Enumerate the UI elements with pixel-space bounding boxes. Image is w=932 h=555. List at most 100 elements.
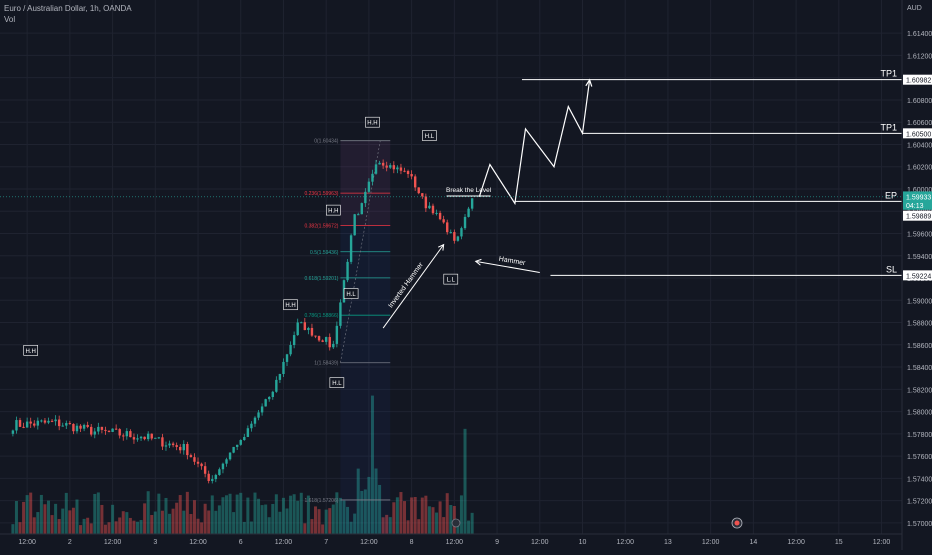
volume-bar [435, 512, 439, 534]
annotation-ll[interactable]: L.L [443, 273, 459, 285]
time-tick-label: 8 [410, 539, 414, 546]
hammer-arrowhead [474, 258, 482, 266]
volume-bar [182, 510, 186, 534]
hammer-arrow[interactable] [475, 260, 540, 273]
annotation-text: H.L [332, 381, 342, 387]
level-label-tp1: TP1 [880, 122, 897, 132]
volume-bar [271, 503, 275, 534]
volume-bar [32, 517, 36, 534]
volume-bar [449, 504, 453, 534]
volume-bar [285, 508, 289, 534]
fibonacci-retracement[interactable]: 0(1.60434) 0.236(1.59963) 0.382(1.59672) 0.… [304, 139, 391, 534]
candle-body [118, 429, 121, 436]
inverted-hammer-arrow[interactable] [382, 244, 445, 329]
volume-bar [385, 514, 389, 534]
replay-icon[interactable] [451, 518, 461, 528]
price-tag-text: 1.60500 [906, 131, 931, 138]
fib-zone-extension [340, 362, 391, 534]
volume-bar [296, 500, 300, 534]
candle-body [171, 443, 175, 446]
volume-bar [232, 512, 236, 534]
projection-path[interactable] [478, 79, 591, 206]
candle-body [200, 463, 203, 467]
volume-bar [459, 495, 463, 534]
price-tag [903, 74, 932, 85]
volume-bar [57, 519, 61, 534]
candle-body [225, 459, 228, 464]
volume-bar [317, 509, 321, 534]
candle-body [189, 455, 193, 458]
volume-bar [381, 517, 385, 534]
candle-body [214, 474, 218, 480]
volume-bar [413, 496, 417, 534]
annotation-hh[interactable]: H.H [283, 299, 298, 311]
candle-body [93, 431, 96, 435]
fib-level-label: 0.5(1.59436) [310, 250, 339, 256]
candle-body [324, 337, 328, 342]
price-tick-label: 1.59000 [907, 298, 932, 305]
time-tick-label: 9 [495, 539, 499, 546]
candle-body [357, 214, 360, 216]
volume-bar [185, 491, 189, 534]
candle-body [268, 397, 271, 400]
time-tick-label: 10 [579, 539, 587, 546]
volume-indicator-label[interactable]: Vol [4, 15, 16, 24]
annotation-hl[interactable]: H.L [422, 130, 437, 141]
currency-label: AUD [907, 5, 922, 12]
candle-body [47, 420, 50, 423]
candle-body [307, 327, 310, 331]
volume-bar [221, 497, 225, 534]
replay-icon-circle [451, 518, 461, 528]
volume-bar [424, 495, 428, 534]
candle-body [207, 473, 210, 481]
volume-bar [200, 522, 204, 534]
price-tag [903, 191, 932, 202]
candle-body [289, 345, 292, 355]
event-flag-icon[interactable] [731, 517, 743, 529]
volume-bar [363, 489, 367, 534]
volume-bar [306, 495, 310, 534]
candle-body [413, 176, 417, 188]
volume-bar [314, 506, 317, 534]
candle-body [61, 425, 64, 427]
volume-bar [143, 503, 147, 534]
volume-bar [11, 524, 15, 534]
volume-bar [50, 515, 54, 534]
price-tick-label: 1.57800 [907, 432, 932, 439]
volume-bar [456, 521, 460, 534]
volume-bar [82, 518, 86, 534]
annotation-hl[interactable]: H.L [343, 288, 359, 299]
volume-bar [420, 497, 424, 534]
volume-bar [388, 517, 392, 534]
annotation-hh[interactable]: H.H [325, 204, 341, 216]
volume-bar [321, 524, 325, 534]
candle-body [435, 212, 438, 214]
time-axis[interactable]: 12:00 2 12:00 3 12:00 6 12:00 7 12:00 8 12:00 9 12:0… [0, 533, 902, 546]
candle-body [282, 361, 285, 375]
price-tag [903, 199, 932, 210]
candle-body [353, 214, 356, 236]
volume-bar [331, 504, 335, 534]
volume-bar [36, 512, 40, 534]
time-tick-label: 13 [664, 539, 672, 546]
volume-bar [93, 493, 97, 534]
annotation-box [283, 299, 298, 311]
price-tick-label: 1.58200 [907, 387, 932, 394]
fib-level-label: 0.236(1.59963) [304, 191, 338, 197]
price-tag-text: 1.59224 [906, 273, 931, 280]
volume-bar [146, 491, 150, 534]
volume-bar [264, 504, 268, 534]
annotation-hh[interactable]: H.H [23, 345, 39, 356]
candle-body [18, 420, 22, 427]
annotation-hh[interactable]: H.H [365, 116, 380, 128]
candle-body [40, 420, 43, 422]
volume-bar [463, 428, 467, 534]
candle-body [22, 426, 25, 428]
candle-body [314, 335, 317, 337]
volume-bar [157, 493, 161, 534]
annotation-hl[interactable]: H.L [329, 377, 345, 388]
volume-bar [360, 490, 364, 534]
candle-body [296, 322, 299, 336]
